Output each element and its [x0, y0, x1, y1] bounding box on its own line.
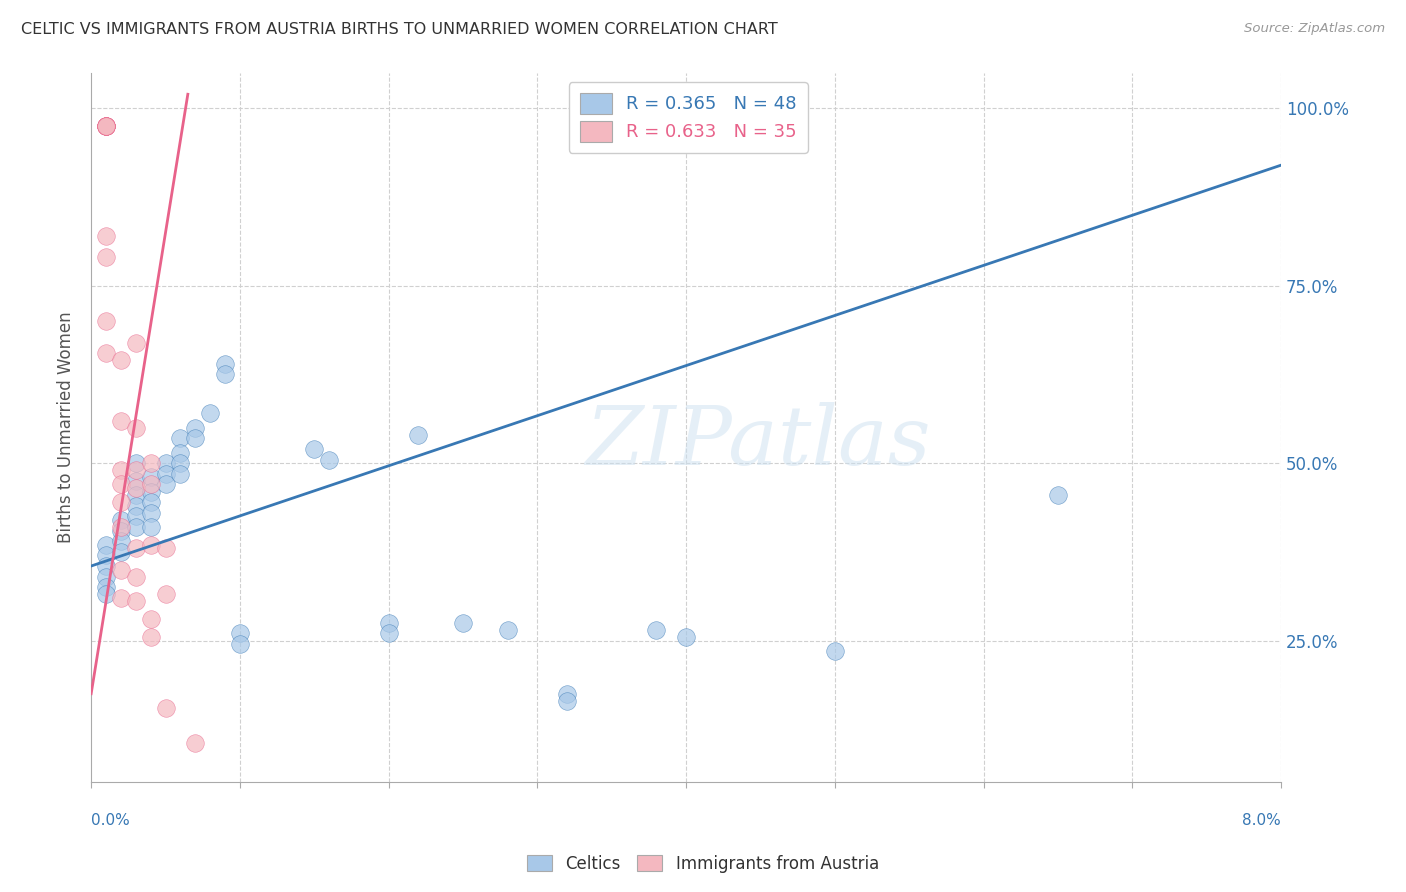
Point	[169, 456, 191, 470]
Point	[110, 545, 132, 559]
Point	[229, 626, 252, 640]
Point	[110, 353, 132, 368]
Point	[184, 736, 207, 750]
Point	[110, 477, 132, 491]
Point	[94, 549, 117, 563]
Point	[155, 587, 177, 601]
Text: CELTIC VS IMMIGRANTS FROM AUSTRIA BIRTHS TO UNMARRIED WOMEN CORRELATION CHART: CELTIC VS IMMIGRANTS FROM AUSTRIA BIRTHS…	[21, 22, 778, 37]
Point	[125, 456, 148, 470]
Point	[139, 612, 162, 626]
Point	[94, 119, 117, 133]
Point	[125, 474, 148, 488]
Point	[125, 569, 148, 583]
Point	[110, 414, 132, 428]
Point	[139, 520, 162, 534]
Point	[214, 368, 236, 382]
Point	[125, 463, 148, 477]
Point	[408, 427, 430, 442]
Point	[155, 467, 177, 481]
Point	[94, 119, 117, 133]
Point	[125, 420, 148, 434]
Point	[184, 420, 207, 434]
Point	[139, 456, 162, 470]
Point	[125, 594, 148, 608]
Point	[1046, 488, 1069, 502]
Point	[318, 452, 340, 467]
Point	[94, 251, 117, 265]
Point	[377, 626, 399, 640]
Text: 0.0%: 0.0%	[91, 813, 129, 828]
Point	[824, 644, 846, 658]
Text: Source: ZipAtlas.com: Source: ZipAtlas.com	[1244, 22, 1385, 36]
Point	[110, 520, 132, 534]
Point	[302, 442, 325, 456]
Point	[110, 534, 132, 549]
Point	[229, 637, 252, 651]
Point	[555, 687, 578, 701]
Point	[110, 463, 132, 477]
Point	[125, 335, 148, 350]
Point	[139, 470, 162, 484]
Point	[94, 580, 117, 594]
Point	[125, 541, 148, 556]
Point	[125, 481, 148, 495]
Point	[214, 357, 236, 371]
Point	[155, 456, 177, 470]
Point	[94, 314, 117, 328]
Point	[125, 520, 148, 534]
Point	[155, 701, 177, 715]
Point	[110, 524, 132, 538]
Point	[94, 229, 117, 244]
Point	[94, 119, 117, 133]
Point	[94, 119, 117, 133]
Point	[645, 623, 668, 637]
Point	[94, 119, 117, 133]
Point	[94, 559, 117, 574]
Y-axis label: Births to Unmarried Women: Births to Unmarried Women	[58, 312, 75, 543]
Point	[169, 445, 191, 459]
Point	[125, 509, 148, 524]
Point	[675, 630, 697, 644]
Point	[184, 431, 207, 445]
Point	[94, 587, 117, 601]
Point	[377, 615, 399, 630]
Point	[139, 538, 162, 552]
Point	[94, 119, 117, 133]
Point	[155, 541, 177, 556]
Point	[451, 615, 474, 630]
Point	[555, 694, 578, 708]
Point	[110, 513, 132, 527]
Legend: R = 0.365   N = 48, R = 0.633   N = 35: R = 0.365 N = 48, R = 0.633 N = 35	[568, 82, 808, 153]
Point	[169, 467, 191, 481]
Point	[110, 591, 132, 605]
Point	[139, 506, 162, 520]
Point	[110, 495, 132, 509]
Point	[94, 538, 117, 552]
Point	[198, 407, 221, 421]
Text: 8.0%: 8.0%	[1243, 813, 1281, 828]
Point	[155, 477, 177, 491]
Point	[94, 119, 117, 133]
Legend: Celtics, Immigrants from Austria: Celtics, Immigrants from Austria	[520, 848, 886, 880]
Point	[110, 563, 132, 577]
Point	[169, 431, 191, 445]
Point	[139, 495, 162, 509]
Point	[496, 623, 519, 637]
Point	[125, 488, 148, 502]
Point	[94, 346, 117, 360]
Point	[139, 477, 162, 491]
Text: ZIPatlas: ZIPatlas	[585, 402, 931, 482]
Point	[139, 630, 162, 644]
Point	[125, 499, 148, 513]
Point	[139, 484, 162, 499]
Point	[94, 569, 117, 583]
